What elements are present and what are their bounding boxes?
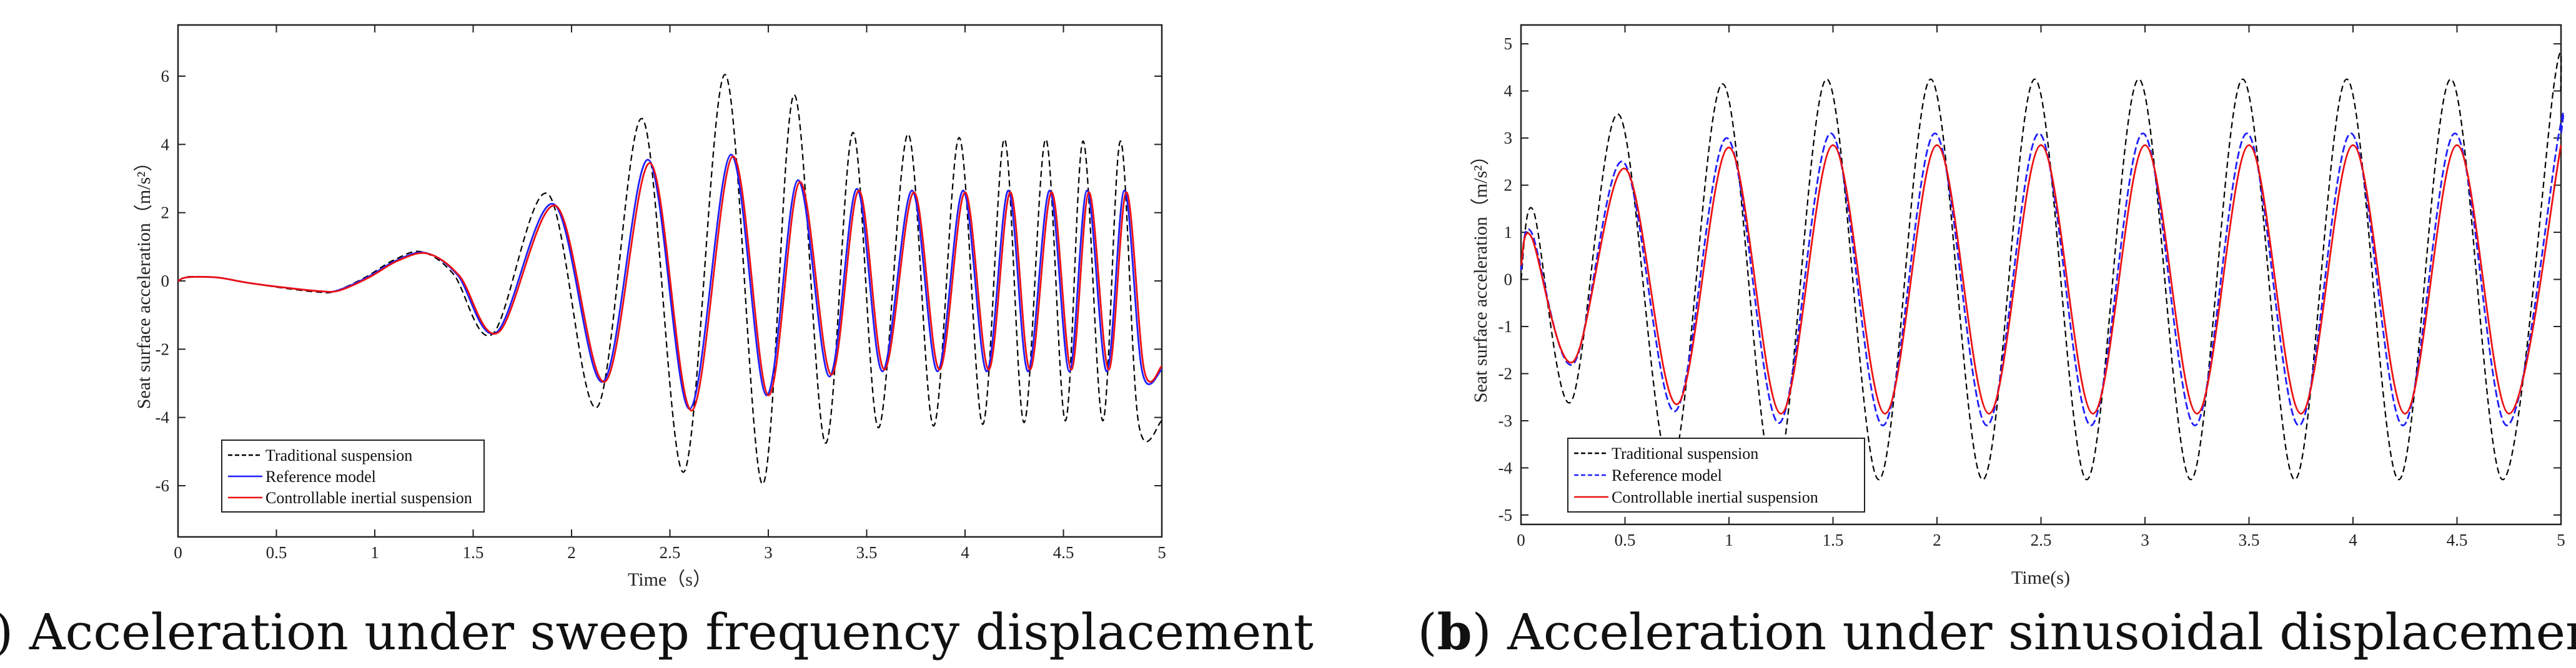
y-tick-labels-b: -5 -4 -3 -2 -1 0 1 2 3 4 5	[1499, 34, 1513, 524]
x-tick-label: 3.5	[856, 543, 878, 562]
x-tick-label: 0.5	[1615, 531, 1636, 549]
y-tick-label: 4	[161, 135, 170, 154]
legend-a: Traditional suspension Reference model Con…	[221, 440, 485, 513]
legend-box-b	[1567, 438, 1865, 513]
caption-b: (b) Acceleration under sinusoidal displa…	[1417, 602, 2576, 661]
x-tick-label: 2.5	[2031, 531, 2052, 549]
caption-text-a: Acceleration under sweep frequency displ…	[13, 603, 1314, 661]
chart-panel-b: 0 0.5 1 1.5 2 2.5 3 3.5 4 4.5 5 -5 -4 -3 -2 -1 0 1 2 3 4 5 T…	[1417, 24, 2576, 661]
x-tick-label: 2.5	[660, 543, 681, 562]
y-tick-label: -6	[156, 476, 170, 495]
legend-label: Controllable inertial suspension	[1612, 488, 1818, 506]
x-tick-label: 3.5	[2239, 531, 2260, 549]
x-tick-label: 2	[1933, 531, 1941, 549]
y-tick-label: -2	[156, 340, 170, 358]
y-tick-label: 0	[1504, 270, 1513, 289]
y-tick-label: -5	[1499, 506, 1513, 524]
y-tick-label: 0	[161, 272, 170, 290]
y-axis-title-a: Seat surface acceleration（m/s²）	[134, 153, 154, 409]
legend-label: Reference model	[265, 468, 376, 486]
y-tick-label: 2	[161, 204, 170, 222]
series-line-reference-model	[1520, 111, 2565, 426]
series-lines-a	[177, 74, 1162, 485]
legend-box-a	[221, 440, 485, 513]
legend-label: Traditional suspension	[1612, 445, 1758, 463]
x-tick-label: 5	[1157, 543, 1166, 562]
x-tick-label: 1	[1725, 531, 1733, 549]
y-tick-label: -4	[1499, 458, 1513, 477]
x-tick-label: 4.5	[2447, 531, 2468, 549]
x-tick-label: 1	[370, 543, 379, 562]
x-tick-label: 0	[174, 543, 182, 562]
legend-label: Controllable inertial suspension	[265, 489, 472, 507]
x-axis-title-a: Time（s）	[628, 569, 711, 590]
y-tick-label: -4	[156, 408, 170, 427]
series-line-controllable-inertial-suspension	[1520, 144, 2562, 415]
y-tick-label: -3	[1499, 411, 1513, 430]
x-tick-label: 3	[2141, 531, 2149, 549]
ticks-a	[177, 25, 1162, 537]
y-tick-label: -2	[1499, 364, 1513, 383]
x-tick-label: 4	[961, 543, 969, 562]
x-tick-label: 3	[764, 543, 773, 562]
x-tick-label: 5	[2557, 531, 2565, 549]
x-tick-labels-a: 0 0.5 1 1.5 2 2.5 3 3.5 4 4.5 5	[174, 543, 1166, 562]
y-tick-label: 5	[1504, 34, 1513, 53]
y-tick-label: 6	[161, 67, 170, 86]
series-line-controllable-inertial-suspension	[177, 155, 1162, 412]
x-axis-title-b: Time(s)	[2011, 567, 2070, 588]
legend-b: Traditional suspension Reference model Con…	[1567, 438, 1865, 513]
x-tick-labels-b: 0 0.5 1 1.5 2 2.5 3 3.5 4 4.5 5	[1517, 531, 2565, 549]
chart-panel-a: 0 0.5 1 1.5 2 2.5 3 3.5 4 4.5 5 -6 -4 -2 0 2 4 6 Time（s）…	[0, 24, 1314, 661]
caption-a: (a) Acceleration under sweep frequency d…	[0, 602, 1314, 661]
y-tick-label: 2	[1504, 176, 1513, 195]
y-tick-label: 4	[1504, 82, 1513, 101]
x-tick-label: 1.5	[1823, 531, 1844, 549]
y-tick-label: -1	[1499, 317, 1513, 336]
y-axis-title-b: Seat surface acceleration（m/s²）	[1470, 147, 1491, 403]
x-tick-label: 4	[2349, 531, 2357, 549]
x-tick-label: 1.5	[463, 543, 484, 562]
x-tick-label: 2	[567, 543, 576, 562]
y-tick-label: 3	[1504, 129, 1513, 147]
x-tick-label: 0	[1517, 531, 1525, 549]
y-tick-labels-a: -6 -4 -2 0 2 4 6	[156, 67, 170, 495]
series-line-traditional-suspension	[177, 74, 1162, 485]
x-tick-label: 0.5	[266, 543, 287, 562]
series-lines-b	[1520, 52, 2565, 481]
legend-label: Reference model	[1612, 466, 1722, 484]
caption-label-b: b	[1437, 602, 1472, 661]
x-tick-label: 4.5	[1053, 543, 1074, 562]
series-line-traditional-suspension	[1520, 52, 2562, 481]
caption-text-b: Acceleration under sinusoidal displaceme…	[1492, 603, 2576, 661]
legend-label: Traditional suspension	[265, 446, 412, 464]
y-tick-label: 1	[1504, 223, 1513, 242]
